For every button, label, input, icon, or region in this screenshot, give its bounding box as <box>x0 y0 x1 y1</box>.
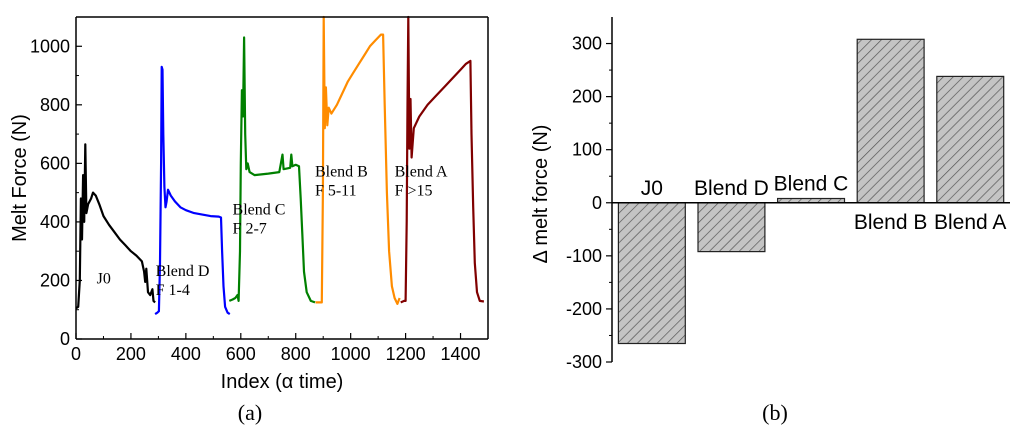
bar-label-j0: J0 <box>641 177 663 200</box>
panel-b-label: (b) <box>762 400 788 425</box>
panel-a-y-tick-label: 0 <box>60 329 70 349</box>
bar-j0 <box>617 202 686 345</box>
series-label-j0: J0 <box>97 270 111 287</box>
panel-a-x-tick-label: 1000 <box>331 344 371 364</box>
panel-a-x-tick-label: 600 <box>226 344 256 364</box>
panel-a-y-tick-label: 800 <box>40 95 70 115</box>
bar-label-blend-a: Blend A <box>934 211 1006 234</box>
panel-a-x-tick-label: 1200 <box>386 344 426 364</box>
panel-b-y-tick-label: -200 <box>566 299 602 319</box>
panel-a-x-tick-label: 0 <box>71 344 81 364</box>
bar-blend-d <box>697 202 766 253</box>
series-line-blend-c <box>228 36 316 304</box>
panel-a-y-tick-label: 600 <box>40 153 70 173</box>
panel-a-x-tick-label: 200 <box>116 344 146 364</box>
panel-a-y-tick-label: 400 <box>40 212 70 232</box>
panel-a-x-axis-title: Index (α time) <box>221 371 344 393</box>
panel-b-y-axis-title: Δ melt force (N) <box>530 125 552 264</box>
bar-label-blend-b: Blend B <box>854 211 928 234</box>
panel-b-y-tick-label: 300 <box>572 34 602 54</box>
bar-label-blend-d: Blend D <box>694 177 769 200</box>
series-line-blend-a <box>400 15 485 304</box>
bar-blend-a <box>936 75 1005 204</box>
panel-b-y-tick-label: -300 <box>566 352 602 372</box>
panel-a-label: (a) <box>238 400 262 425</box>
panel-a-y-tick-label: 200 <box>40 270 70 290</box>
panel-b-y-tick-label: 200 <box>572 87 602 107</box>
panel-a-x-tick-label: 400 <box>171 344 201 364</box>
series-line-j0 <box>75 143 156 310</box>
panel-a-y-axis-title: Melt Force (N) <box>9 114 31 242</box>
series-line-blend-b <box>315 15 401 305</box>
bar-label-blend-c: Blend C <box>774 173 849 196</box>
panel-a-y-tick-label: 1000 <box>30 36 70 56</box>
bar-blend-b <box>856 38 925 204</box>
panel-a-x-tick-label: 1400 <box>441 344 481 364</box>
panel-b-y-tick-label: 0 <box>592 193 602 213</box>
series-line-blend-d <box>154 65 231 316</box>
panel-a-x-tick-label: 800 <box>281 344 311 364</box>
panel-b-y-tick-label: -100 <box>566 246 602 266</box>
panel-b-y-tick-label: 100 <box>572 140 602 160</box>
